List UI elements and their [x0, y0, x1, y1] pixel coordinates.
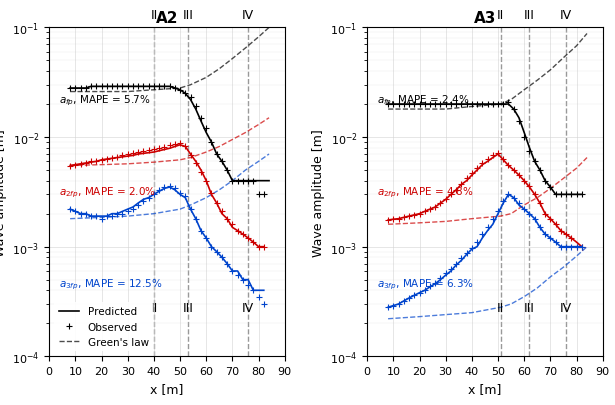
Y-axis label: Wave amplitude [m]: Wave amplitude [m] [0, 129, 7, 256]
Title: A3: A3 [474, 11, 496, 26]
Legend: Predicted, Observed, Green's law: Predicted, Observed, Green's law [54, 303, 153, 351]
Title: A2: A2 [156, 11, 178, 26]
X-axis label: x [m]: x [m] [468, 382, 502, 394]
Text: II: II [497, 301, 504, 314]
Text: II: II [150, 9, 157, 22]
Text: $a_{fp}$, MAPE = 2.4%: $a_{fp}$, MAPE = 2.4% [376, 93, 469, 108]
Text: III: III [524, 9, 535, 22]
Text: II: II [497, 9, 504, 22]
Text: III: III [524, 301, 535, 314]
Text: IV: IV [560, 301, 572, 314]
Text: III: III [183, 9, 193, 22]
Text: $a_{3fp}$, MAPE = 12.5%: $a_{3fp}$, MAPE = 12.5% [58, 277, 162, 292]
Text: II: II [150, 301, 157, 314]
Text: IV: IV [242, 9, 254, 22]
Text: IV: IV [242, 301, 254, 314]
X-axis label: x [m]: x [m] [150, 382, 184, 394]
Text: $a_{fp}$, MAPE = 5.7%: $a_{fp}$, MAPE = 5.7% [58, 93, 150, 108]
Text: $a_{3fp}$, MAPE = 6.3%: $a_{3fp}$, MAPE = 6.3% [376, 277, 474, 292]
Text: $a_{2fp}$, MAPE = 2.0%: $a_{2fp}$, MAPE = 2.0% [58, 185, 156, 200]
Text: III: III [183, 301, 193, 314]
Text: IV: IV [560, 9, 572, 22]
Text: $a_{2fp}$, MAPE = 4.8%: $a_{2fp}$, MAPE = 4.8% [376, 185, 474, 200]
Y-axis label: Wave amplitude [m]: Wave amplitude [m] [312, 129, 325, 256]
